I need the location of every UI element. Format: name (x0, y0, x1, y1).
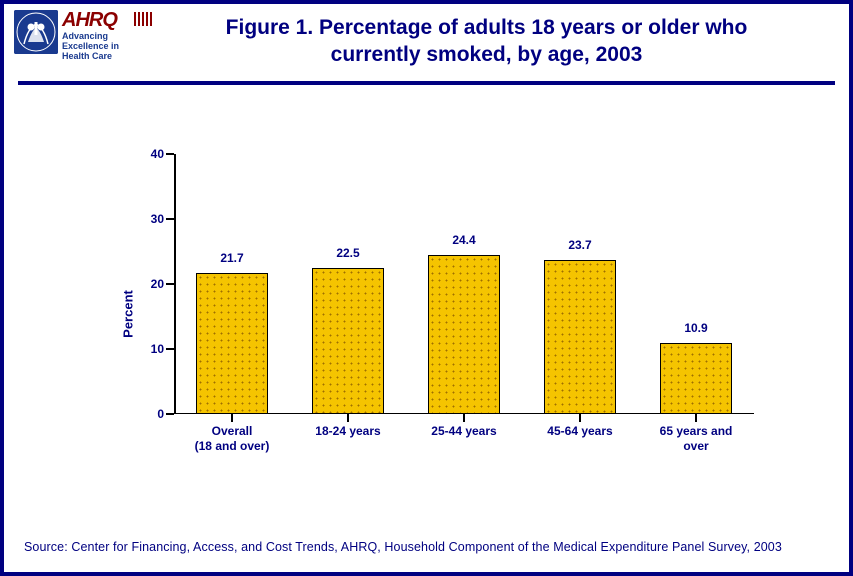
y-tick-label: 30 (136, 212, 164, 226)
bar-value-label: 21.7 (220, 251, 243, 265)
bar-value-label: 23.7 (568, 238, 591, 252)
x-tick (695, 414, 697, 422)
y-tick (166, 413, 174, 415)
source-citation: Source: Center for Financing, Access, an… (24, 540, 782, 554)
y-tick (166, 348, 174, 350)
y-axis (174, 154, 176, 414)
bar-value-label: 22.5 (336, 246, 359, 260)
y-tick-label: 20 (136, 277, 164, 291)
ahrq-logo-block: AHRQ Advancing Excellence in Health Care (62, 10, 119, 62)
bar (544, 260, 616, 414)
ahrq-stripes-icon (134, 12, 152, 26)
bar-value-label: 24.4 (452, 233, 475, 247)
header: AHRQ Advancing Excellence in Health Care… (4, 4, 849, 69)
header-rule (18, 81, 835, 85)
y-tick-label: 0 (136, 407, 164, 421)
tagline-3: Health Care (62, 52, 119, 62)
chart-area: Percent 01020304021.7Overall(18 and over… (74, 134, 794, 494)
bar (196, 273, 268, 414)
category-label: 45-64 years (525, 424, 635, 439)
x-tick (231, 414, 233, 422)
logo-block: AHRQ Advancing Excellence in Health Care (14, 10, 164, 62)
title-line-1: Figure 1. Percentage of adults 18 years … (164, 14, 809, 41)
y-tick-label: 10 (136, 342, 164, 356)
ahrq-tagline: Advancing Excellence in Health Care (62, 32, 119, 62)
x-tick (579, 414, 581, 422)
plot-region: 01020304021.7Overall(18 and over)22.518-… (174, 154, 754, 414)
bar-value-label: 10.9 (684, 321, 707, 335)
y-tick-label: 40 (136, 147, 164, 161)
bar (660, 343, 732, 414)
figure-title: Figure 1. Percentage of adults 18 years … (164, 10, 839, 69)
y-tick (166, 283, 174, 285)
bar (428, 255, 500, 414)
y-axis-label: Percent (120, 290, 135, 338)
bar (312, 268, 384, 414)
figure-frame: AHRQ Advancing Excellence in Health Care… (0, 0, 853, 576)
hhs-badge-icon (14, 10, 58, 54)
category-label: 65 years andover (641, 424, 751, 454)
category-label: 25-44 years (409, 424, 519, 439)
y-tick (166, 218, 174, 220)
title-line-2: currently smoked, by age, 2003 (164, 41, 809, 68)
y-tick (166, 153, 174, 155)
ahrq-wordmark: AHRQ (62, 10, 119, 30)
category-label: 18-24 years (293, 424, 403, 439)
x-tick (347, 414, 349, 422)
ahrq-text: AHRQ (62, 9, 117, 31)
x-tick (463, 414, 465, 422)
category-label: Overall(18 and over) (177, 424, 287, 454)
